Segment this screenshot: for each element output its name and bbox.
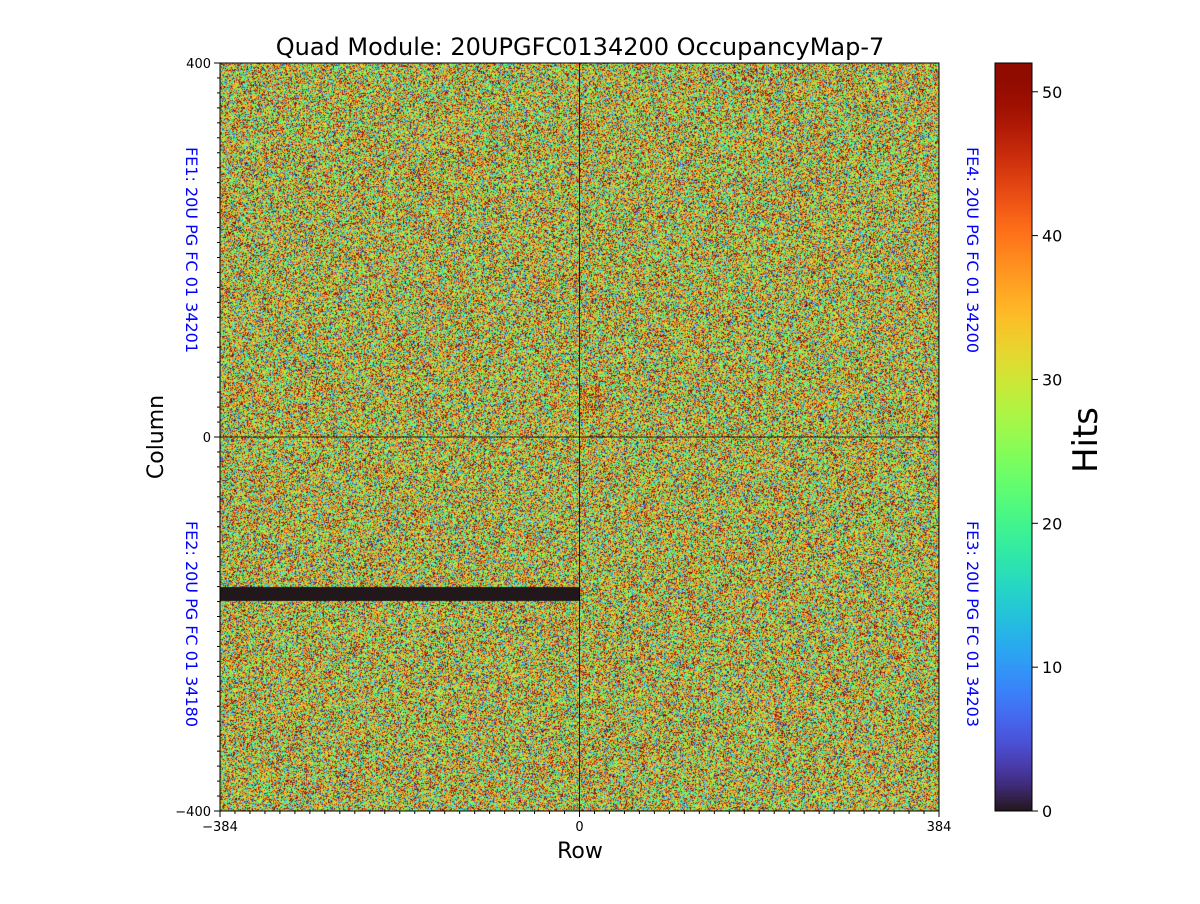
x-tick-label: 384: [927, 820, 952, 835]
colorbar-tick-label: 20: [1042, 514, 1062, 533]
colorbar-tick-label: 30: [1042, 370, 1062, 389]
colorbar-container: [995, 63, 1032, 811]
chip-label-fe1: FE1: 20U PG FC 01 34201: [182, 147, 201, 353]
colorbar-tick-label: 0: [1042, 802, 1052, 821]
chart-title: Quad Module: 20UPGFC0134200 OccupancyMap…: [276, 33, 885, 61]
y-tick-label: 0: [203, 431, 211, 446]
colorbar-tick-label: 10: [1042, 658, 1062, 677]
colorbar-tick-label: 40: [1042, 227, 1062, 246]
colorbar-canvas: [995, 63, 1032, 811]
y-tick-label: −400: [175, 805, 211, 820]
chip-label-fe4: FE4: 20U PG FC 01 34200: [963, 147, 982, 353]
colorbar-tick-label: 50: [1042, 83, 1062, 102]
colorbar-frame: [994, 62, 1033, 812]
y-axis-label: Column: [144, 395, 169, 479]
x-tick-label: −384: [202, 820, 238, 835]
y-tick-label: 400: [186, 57, 211, 72]
x-axis-label: Row: [557, 839, 603, 864]
chip-label-fe2: FE2: 20U PG FC 01 34180: [182, 521, 201, 727]
colorbar-label: Hits: [1066, 407, 1106, 473]
x-tick-label: 0: [575, 820, 583, 835]
chip-label-fe3: FE3: 20U PG FC 01 34203: [963, 521, 982, 727]
